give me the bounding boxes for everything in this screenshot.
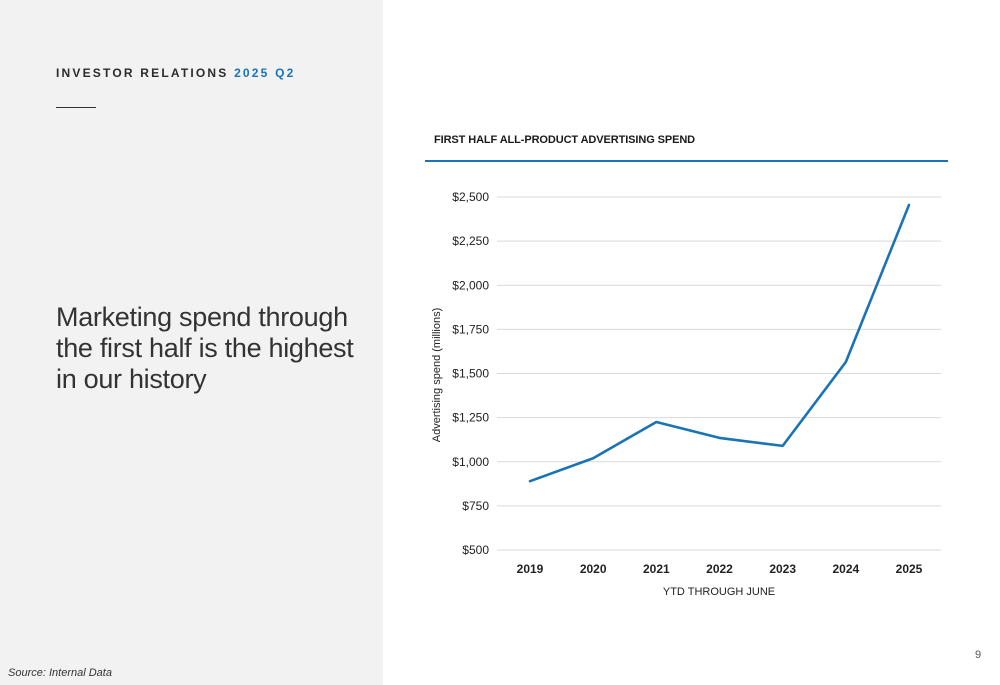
y-tick-label: $1,500: [452, 367, 489, 381]
slide-headline: Marketing spend through the first half i…: [56, 302, 354, 394]
left-panel: [0, 0, 383, 685]
section-eyebrow: INVESTOR RELATIONS 2025 Q2: [56, 66, 296, 80]
page-number: 9: [975, 649, 982, 661]
eyebrow-divider: [56, 107, 96, 108]
x-tick-label: 2022: [706, 562, 733, 576]
x-tick-label: 2024: [832, 562, 859, 576]
y-tick-label: $1,750: [452, 322, 489, 336]
y-axis-label: Advertising spend (millions): [431, 308, 443, 443]
chart-title: FIRST HALF ALL-PRODUCT ADVERTISING SPEND: [434, 134, 696, 146]
x-axis-label: YTD THROUGH JUNE: [663, 586, 775, 598]
y-tick-label: $1,000: [452, 455, 489, 469]
x-tick-label: 2023: [769, 562, 796, 576]
y-tick-label: $750: [462, 499, 489, 513]
y-tick-label: $1,250: [452, 411, 489, 425]
eyebrow-period: 2025 Q2: [234, 66, 296, 80]
x-tick-label: 2019: [517, 562, 544, 576]
eyebrow-text: INVESTOR RELATIONS: [56, 66, 229, 80]
chart-title-rule: [425, 160, 948, 162]
y-tick-label: $2,000: [452, 278, 489, 292]
source-note: Source: Internal Data: [8, 667, 112, 679]
series-line: [528, 203, 911, 483]
y-tick-label: $2,250: [452, 234, 489, 248]
x-tick-label: 2020: [580, 562, 607, 576]
y-tick-label: $2,500: [452, 190, 489, 204]
x-tick-label: 2021: [643, 562, 670, 576]
y-tick-label: $500: [462, 543, 489, 557]
x-tick-label: 2025: [896, 562, 923, 576]
